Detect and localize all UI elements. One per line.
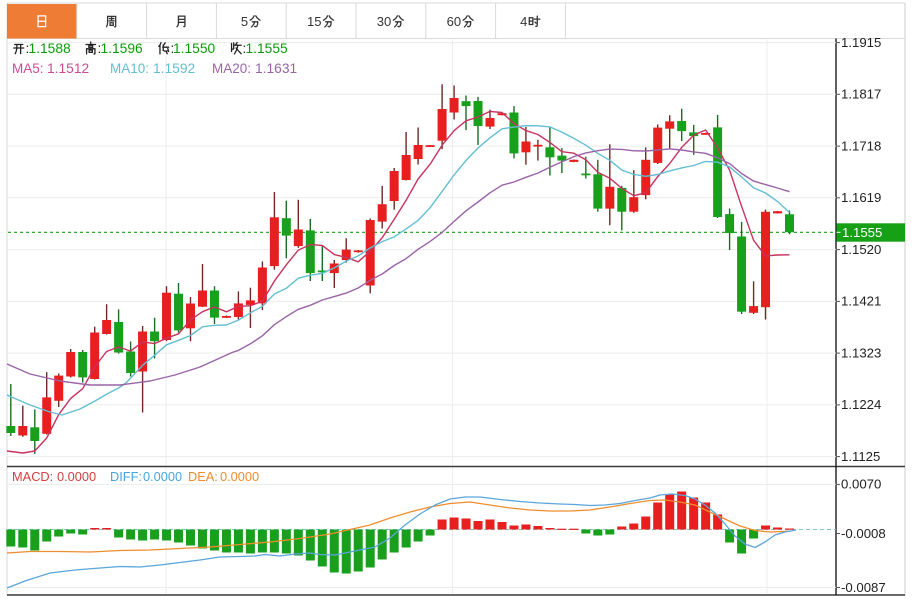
- svg-text:-0.0087: -0.0087: [841, 580, 886, 595]
- svg-text:1.1125: 1.1125: [841, 449, 880, 464]
- svg-text:1.1588: 1.1588: [29, 41, 72, 56]
- svg-text:1.1631: 1.1631: [255, 61, 297, 76]
- svg-text:1.1520: 1.1520: [841, 242, 881, 257]
- svg-text::: :: [243, 41, 247, 56]
- svg-text:0.0070: 0.0070: [841, 477, 881, 492]
- svg-text:-0.0008: -0.0008: [841, 526, 886, 541]
- svg-text:5: 5: [241, 14, 248, 29]
- svg-text:1.1550: 1.1550: [173, 41, 216, 56]
- svg-text::: :: [171, 41, 175, 56]
- svg-text:MA5:: MA5:: [12, 61, 44, 76]
- svg-text:0.0000: 0.0000: [143, 469, 182, 484]
- svg-text:1.1421: 1.1421: [841, 294, 881, 309]
- svg-text::: :: [26, 41, 30, 56]
- svg-text::: :: [98, 41, 102, 56]
- svg-text:0.0000: 0.0000: [220, 469, 259, 484]
- svg-text:DEA:: DEA:: [188, 469, 218, 484]
- svg-text:4: 4: [520, 14, 527, 29]
- svg-text:1.1224: 1.1224: [841, 397, 881, 412]
- svg-text:1.1619: 1.1619: [841, 190, 881, 205]
- svg-text:DIFF:: DIFF:: [110, 469, 142, 484]
- svg-text:0.0000: 0.0000: [57, 469, 96, 484]
- svg-text:1.1596: 1.1596: [101, 41, 144, 56]
- svg-text:1.1555: 1.1555: [246, 41, 289, 56]
- svg-text:1.1718: 1.1718: [841, 138, 881, 153]
- svg-text:MA20:: MA20:: [212, 61, 251, 76]
- svg-text:1.1512: 1.1512: [47, 61, 89, 76]
- svg-text:60: 60: [447, 14, 461, 29]
- svg-text:MA10:: MA10:: [110, 61, 149, 76]
- svg-text:30: 30: [377, 14, 391, 29]
- svg-text:15: 15: [307, 14, 321, 29]
- svg-text:1.1555: 1.1555: [842, 225, 882, 240]
- svg-text:1.1323: 1.1323: [841, 345, 881, 360]
- svg-text:1.1915: 1.1915: [841, 35, 881, 50]
- svg-text:1.1592: 1.1592: [153, 61, 195, 76]
- svg-text:MACD:: MACD:: [12, 469, 53, 484]
- svg-text:1.1817: 1.1817: [841, 87, 881, 102]
